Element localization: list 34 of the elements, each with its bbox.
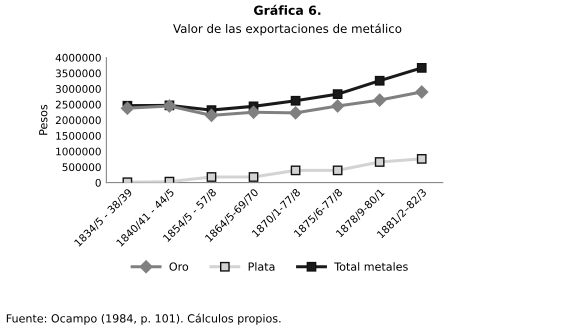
- y-axis-title: Pesos: [39, 104, 48, 135]
- y-tick-label: 3500000: [56, 69, 101, 78]
- y-tick-label: 500000: [62, 163, 101, 172]
- chart-subtitle: Valor de las exportaciones de metálico: [173, 23, 402, 36]
- point: [331, 99, 344, 113]
- point: [289, 106, 302, 120]
- chart-title: Gráfica 6.: [254, 4, 320, 15]
- y-tick-label: 1500000: [56, 132, 101, 140]
- point: [290, 166, 300, 176]
- point: [248, 172, 258, 182]
- y-tick-label: 2000000: [56, 116, 101, 124]
- y-tick-label: 1000000: [56, 148, 101, 156]
- point: [246, 106, 260, 119]
- point: [332, 89, 342, 100]
- point: [120, 102, 134, 115]
- point: [332, 166, 342, 176]
- legend-label: Total metales: [334, 262, 408, 271]
- legend-label: Plata: [248, 262, 274, 271]
- point: [290, 96, 300, 106]
- point: [206, 172, 216, 182]
- source-note: Fuente: Ocampo (1984, p. 101). Cálculos propios.: [6, 314, 280, 325]
- point: [162, 99, 176, 113]
- point: [374, 76, 385, 86]
- point: [204, 108, 218, 122]
- point: [374, 157, 385, 167]
- point: [415, 85, 428, 99]
- legend-label: Oro: [170, 262, 188, 271]
- point: [416, 63, 427, 73]
- y-tick-label: 2500000: [56, 100, 101, 109]
- y-tick-label: 3000000: [56, 85, 101, 93]
- point: [373, 93, 386, 107]
- y-tick-label: 4000000: [56, 54, 101, 62]
- y-tick-label: 0: [96, 178, 101, 187]
- point: [416, 154, 427, 164]
